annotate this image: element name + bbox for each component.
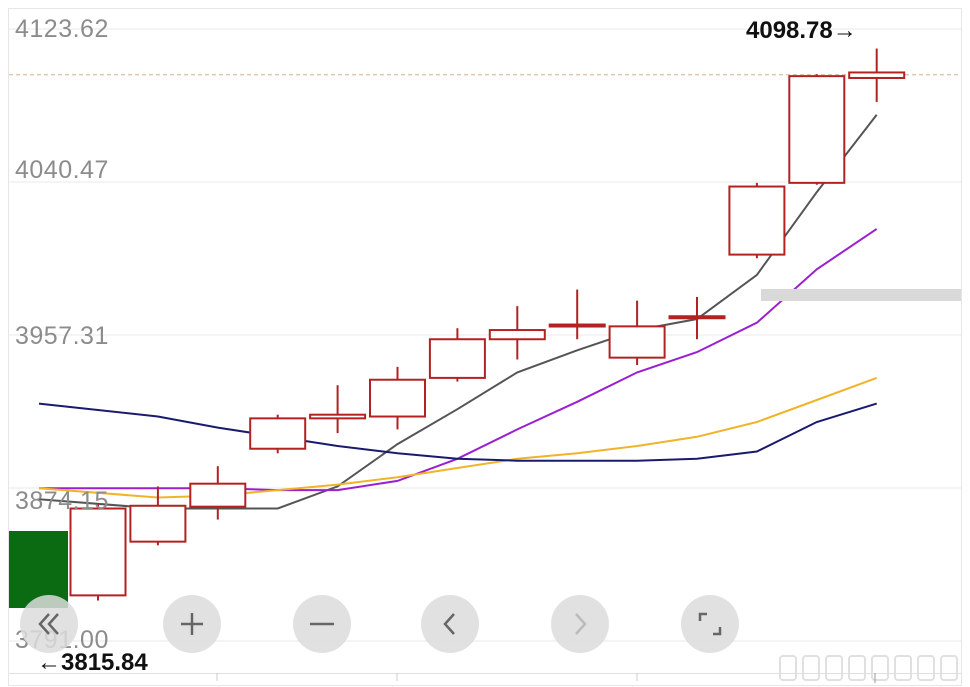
candle-body	[369, 378, 426, 418]
ma-line-gray	[38, 114, 878, 510]
fullscreen-button[interactable]	[681, 595, 739, 653]
candle-body	[428, 338, 486, 379]
low-price-label: ←3815.84	[37, 649, 148, 676]
chevron-left-icon	[443, 613, 455, 635]
candle-body	[129, 504, 187, 543]
candle-body	[309, 413, 367, 420]
high-price-label: 4098.78→	[746, 17, 857, 44]
zoom-in-button[interactable]	[163, 595, 221, 653]
candle-body	[548, 323, 606, 328]
scroll-left-button[interactable]	[20, 595, 78, 653]
watermark	[779, 655, 958, 681]
candle-body	[488, 329, 546, 341]
fullscreen-icon	[698, 612, 722, 636]
candle-body	[728, 185, 786, 256]
crosshair-marker	[761, 289, 961, 301]
candle-body	[249, 417, 307, 450]
chevron-right-icon	[575, 613, 587, 635]
candle-body	[69, 507, 127, 597]
candle-body	[788, 75, 846, 184]
zoom-out-button[interactable]	[293, 595, 351, 653]
candle-body	[848, 71, 906, 79]
candlestick-chart[interactable]	[9, 9, 961, 685]
plus-icon	[181, 613, 203, 635]
prev-button[interactable]	[421, 595, 479, 653]
price-tick-label: 4040.47	[15, 156, 109, 184]
chart-toolbar	[17, 595, 747, 659]
candle-body	[668, 315, 726, 320]
double-chevron-left-icon	[38, 613, 59, 635]
time-axis-ticks	[9, 673, 961, 683]
volume-bar	[9, 531, 68, 608]
next-button[interactable]	[551, 595, 609, 653]
minus-icon	[310, 622, 334, 626]
candle-body	[608, 325, 666, 359]
ma-line-navy	[38, 402, 877, 462]
price-tick-label: 3957.31	[15, 322, 109, 350]
chart-area[interactable]: 4123.62 4040.47 3957.31 3874.15 3791.00 …	[8, 8, 962, 686]
candle-body	[189, 482, 247, 508]
price-tick-label: 3874.15	[15, 487, 109, 515]
ma-line-orange	[38, 376, 878, 499]
price-tick-label: 4123.62	[15, 15, 109, 43]
